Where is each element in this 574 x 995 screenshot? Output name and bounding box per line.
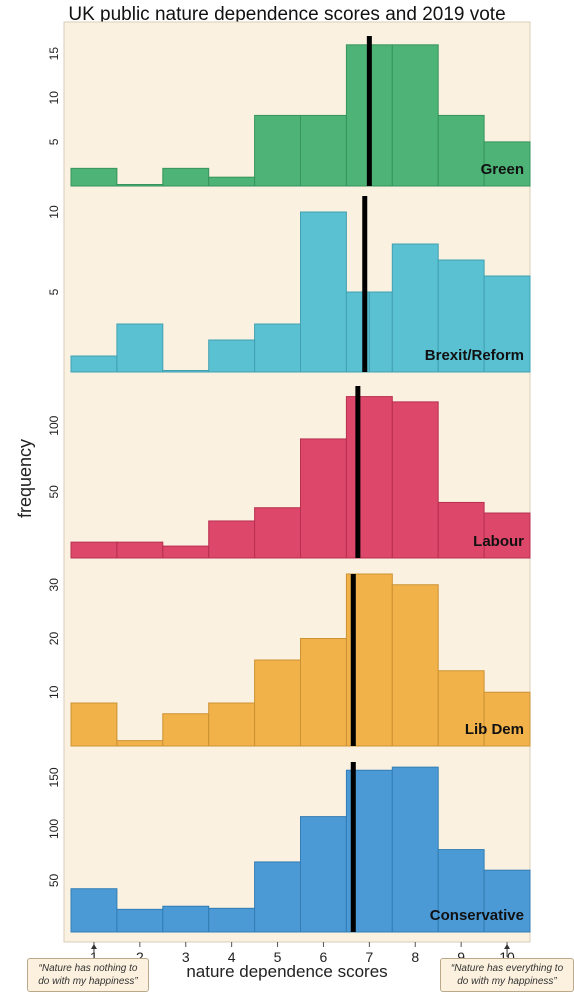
arrow-left-head [90,944,97,949]
bar-conservative-1 [70,888,118,933]
x-tick-label-4: 4 [228,949,236,965]
y-tick-label-labour-100: 100 [47,415,61,435]
bar-green-6 [300,114,347,187]
panel-label-labour: Labour [473,533,524,550]
bar-brexit-reform-6 [300,211,347,373]
bar-brexit-reform-2 [116,323,164,373]
bar-lib-dem-4 [208,702,256,747]
bar-labour-3 [162,545,210,559]
bar-green-10 [483,141,531,187]
chart-title: UK public nature dependence scores and 2… [68,4,506,25]
bar-conservative-3 [162,905,210,933]
bar-brexit-reform-4 [208,339,256,373]
bar-labour-5 [254,507,302,559]
arrow-right-head [504,944,511,949]
y-tick-label-brexit-reform-10: 10 [47,205,61,219]
bar-labour-9 [437,501,485,559]
panel-label-green: Green [481,161,524,178]
x-tick-label-2: 2 [136,949,144,965]
note-low-score: “Nature has nothing to do with my happin… [27,958,149,992]
bar-brexit-reform-8 [368,291,393,373]
x-tick-label-5: 5 [274,949,282,965]
bar-brexit-reform-11 [483,275,531,373]
bar-green-8 [391,44,439,187]
y-tick-label-lib-dem-20: 20 [47,632,61,646]
bar-lib-dem-3 [162,713,210,747]
panel-label-brexit-reform: Brexit/Reform [425,347,524,364]
bar-labour-1 [70,541,118,559]
bar-brexit-reform-9 [391,243,439,373]
bar-brexit-reform-5 [254,323,302,373]
bar-labour-4 [208,520,256,559]
bar-lib-dem-8 [391,584,439,747]
y-tick-label-green-15: 15 [47,47,61,61]
panel-label-lib-dem: Lib Dem [465,721,524,738]
bar-labour-8 [391,401,439,559]
x-tick-label-7: 7 [365,949,373,965]
y-tick-label-lib-dem-30: 30 [47,578,61,592]
bar-brexit-reform-3 [162,370,210,373]
bar-lib-dem-6 [300,638,347,747]
x-tick-label-8: 8 [411,949,419,965]
y-tick-label-lib-dem-10: 10 [47,685,61,699]
bar-conservative-4 [208,907,256,933]
bar-green-1 [70,167,118,187]
bar-brexit-reform-1 [70,355,118,373]
x-tick-label-9: 9 [457,949,465,965]
bar-conservative-9 [437,849,485,933]
bar-lib-dem-9 [437,670,485,747]
bar-green-4 [208,176,256,187]
bar-conservative-10 [483,869,531,933]
y-tick-label-green-10: 10 [47,91,61,105]
bar-lib-dem-5 [254,659,302,747]
bar-brexit-reform-10 [437,259,485,373]
bar-conservative-6 [300,816,347,933]
bar-lib-dem-10 [483,691,531,747]
x-tick-label-6: 6 [320,949,328,965]
y-tick-label-conservative-50: 50 [47,873,61,887]
x-axis-label: nature dependence scores [186,962,388,981]
bar-lib-dem-2 [116,740,164,747]
bar-green-2 [116,184,164,187]
bar-labour-2 [116,541,164,559]
x-tick-label-3: 3 [182,949,190,965]
bar-green-9 [437,114,485,187]
y-tick-label-labour-50: 50 [47,485,61,499]
bar-green-5 [254,114,302,187]
bar-conservative-5 [254,861,302,933]
bar-green-3 [162,167,210,187]
panel-label-conservative: Conservative [430,907,524,924]
bar-labour-7 [345,396,393,559]
bar-labour-10 [483,512,531,559]
bar-labour-6 [300,438,347,559]
bar-conservative-2 [116,908,164,933]
bar-lib-dem-1 [70,702,118,747]
y-tick-label-conservative-100: 100 [47,819,61,839]
y-tick-label-brexit-reform-5: 5 [47,288,61,295]
y-tick-label-conservative-150: 150 [47,767,61,787]
y-tick-label-green-5: 5 [47,138,61,145]
note-high-score: “Nature has everything to do with my hap… [440,958,574,992]
